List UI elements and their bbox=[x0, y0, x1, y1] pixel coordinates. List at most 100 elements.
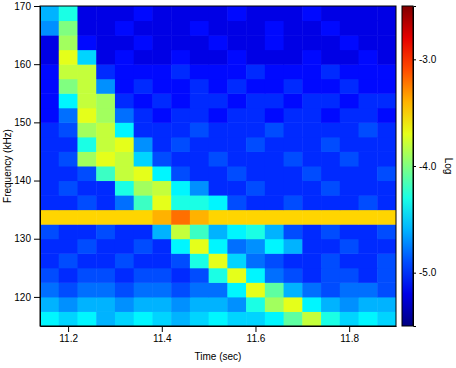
tick: 11.2 bbox=[59, 326, 78, 344]
heatmap-cell bbox=[40, 253, 59, 268]
heatmap-cell bbox=[227, 239, 246, 254]
heatmap-cell bbox=[59, 21, 78, 36]
heatmap-cell bbox=[209, 6, 228, 21]
heatmap-cell bbox=[115, 224, 134, 239]
heatmap-cell bbox=[190, 195, 209, 210]
heatmap-cell bbox=[359, 282, 378, 297]
y-axis-title: Frequency (kHz) bbox=[2, 129, 13, 203]
heatmap-cell bbox=[340, 297, 359, 312]
heatmap-cell bbox=[284, 64, 303, 79]
plot-frame bbox=[40, 6, 396, 326]
heatmap-cell bbox=[152, 93, 171, 108]
heatmap-cell bbox=[171, 122, 190, 137]
heatmap-cell bbox=[59, 35, 78, 50]
heatmap-cell bbox=[340, 224, 359, 239]
heatmap-cell bbox=[115, 151, 134, 166]
heatmap-cell bbox=[246, 311, 265, 326]
heatmap-cell bbox=[77, 224, 96, 239]
heatmap-cell bbox=[171, 166, 190, 181]
heatmap-cell bbox=[115, 181, 134, 196]
heatmap-cell bbox=[284, 181, 303, 196]
heatmap-cell bbox=[284, 224, 303, 239]
heatmap-cell bbox=[171, 195, 190, 210]
heatmap-cell bbox=[96, 79, 115, 94]
heatmap-cell bbox=[40, 93, 59, 108]
heatmap-cell bbox=[171, 239, 190, 254]
heatmap-cell bbox=[40, 282, 59, 297]
heatmap-cell bbox=[190, 6, 209, 21]
tick: 120 bbox=[14, 292, 40, 303]
tick: 130 bbox=[14, 233, 40, 244]
heatmap-cell bbox=[59, 64, 78, 79]
heatmap-cell bbox=[321, 6, 340, 21]
tick-mark bbox=[255, 326, 256, 332]
heatmap-cell bbox=[359, 224, 378, 239]
heatmap-cell bbox=[359, 108, 378, 123]
heatmap-cell bbox=[77, 79, 96, 94]
axis-line bbox=[414, 7, 417, 327]
heatmap-cell bbox=[40, 297, 59, 312]
heatmap-cell bbox=[377, 93, 396, 108]
heatmap-cell bbox=[190, 268, 209, 283]
heatmap-cell bbox=[302, 93, 321, 108]
heatmap-cell bbox=[209, 210, 228, 225]
heatmap-cell bbox=[284, 268, 303, 283]
tick: 150 bbox=[14, 117, 40, 128]
heatmap-cell bbox=[134, 50, 153, 65]
heatmap-cell bbox=[265, 93, 284, 108]
tick-label: 11.6 bbox=[247, 333, 266, 344]
heatmap-cell bbox=[377, 268, 396, 283]
heatmap-cell bbox=[59, 122, 78, 137]
heatmap-cell bbox=[284, 21, 303, 36]
heatmap-cell bbox=[265, 6, 284, 21]
tick: -4.0 bbox=[413, 161, 437, 172]
tick-mark bbox=[68, 326, 69, 332]
heatmap-cell bbox=[134, 195, 153, 210]
heatmap-cell bbox=[134, 253, 153, 268]
heatmap-cell bbox=[171, 253, 190, 268]
heatmap-cell bbox=[284, 166, 303, 181]
heatmap-cell bbox=[115, 122, 134, 137]
heatmap-cell bbox=[152, 21, 171, 36]
heatmap-cell bbox=[377, 79, 396, 94]
heatmap-cell bbox=[134, 79, 153, 94]
heatmap-cell bbox=[377, 151, 396, 166]
heatmap-cell bbox=[152, 224, 171, 239]
heatmap-cell bbox=[77, 311, 96, 326]
heatmap-cell bbox=[59, 253, 78, 268]
heatmap-cell bbox=[227, 282, 246, 297]
tick-mark bbox=[34, 181, 40, 182]
heatmap-cell bbox=[115, 311, 134, 326]
heatmap-cell bbox=[284, 6, 303, 21]
heatmap-cell bbox=[152, 297, 171, 312]
heatmap-cell bbox=[96, 50, 115, 65]
heatmap-cell bbox=[190, 282, 209, 297]
heatmap-cell bbox=[209, 137, 228, 152]
tick: 11.8 bbox=[340, 326, 359, 344]
heatmap-cell bbox=[265, 311, 284, 326]
heatmap-cell bbox=[77, 195, 96, 210]
heatmap-cell bbox=[265, 64, 284, 79]
heatmap-cell bbox=[284, 35, 303, 50]
heatmap-cell bbox=[152, 6, 171, 21]
x-axis-title: Time (sec) bbox=[195, 351, 242, 362]
tick-label: 170 bbox=[14, 1, 31, 12]
heatmap-cell bbox=[246, 6, 265, 21]
heatmap-cell bbox=[265, 50, 284, 65]
heatmap-cell bbox=[96, 151, 115, 166]
heatmap-cell bbox=[171, 210, 190, 225]
heatmap-cell bbox=[377, 166, 396, 181]
heatmap-cell bbox=[77, 35, 96, 50]
heatmap-cell bbox=[96, 108, 115, 123]
heatmap-cell bbox=[152, 210, 171, 225]
heatmap-cell bbox=[40, 311, 59, 326]
heatmap-cell bbox=[284, 253, 303, 268]
heatmap-cell bbox=[265, 297, 284, 312]
heatmap-cell bbox=[152, 64, 171, 79]
heatmap-cell bbox=[209, 108, 228, 123]
heatmap-cell bbox=[340, 253, 359, 268]
heatmap-cell bbox=[134, 239, 153, 254]
heatmap-cell bbox=[96, 137, 115, 152]
heatmap-cell bbox=[171, 64, 190, 79]
heatmap-cell bbox=[265, 268, 284, 283]
